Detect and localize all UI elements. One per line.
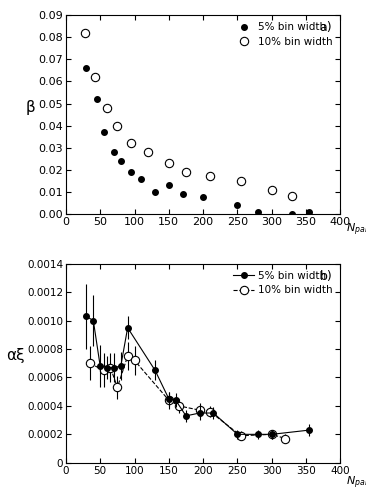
Legend: 5% bin width, 10% bin width: 5% bin width, 10% bin width <box>231 20 335 49</box>
Text: a): a) <box>320 21 332 34</box>
Y-axis label: αξ: αξ <box>7 348 25 363</box>
Text: $N_{part}$: $N_{part}$ <box>346 475 366 491</box>
Y-axis label: β: β <box>25 100 35 115</box>
Text: $N_{part}$: $N_{part}$ <box>346 222 366 238</box>
Legend: 5% bin width, 10% bin width: 5% bin width, 10% bin width <box>231 269 335 297</box>
Text: b): b) <box>320 270 332 283</box>
